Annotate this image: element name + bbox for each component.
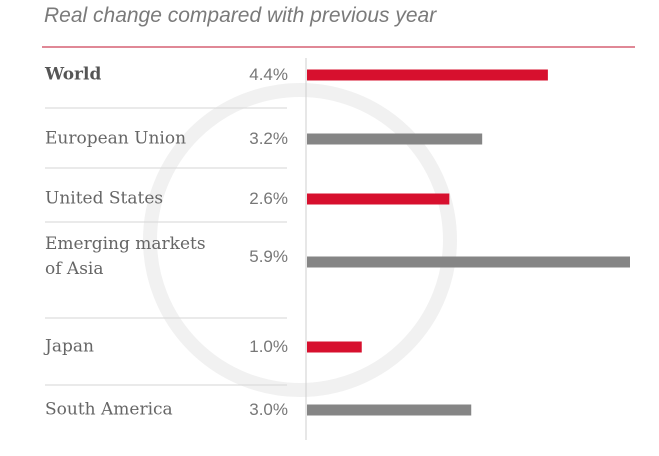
value-label: 5.9% [249, 247, 288, 266]
chart-title: Real change compared with previous year [44, 4, 437, 27]
bar [307, 133, 483, 145]
value-label: 1.0% [249, 337, 288, 356]
bar [307, 256, 630, 268]
category-label: European Union [45, 128, 187, 149]
bar [307, 404, 472, 416]
category-label: Emerging markets of Asia [45, 234, 206, 279]
bar [307, 69, 548, 81]
category-label: World [45, 64, 102, 85]
category-label: South America [45, 399, 173, 420]
value-label: 2.6% [249, 189, 288, 208]
category-label: United States [45, 188, 164, 209]
watermark [143, 83, 457, 397]
value-label: 3.2% [249, 129, 288, 148]
category-label: Japan [45, 336, 94, 357]
bar [307, 341, 362, 353]
value-label: 3.0% [249, 400, 288, 419]
bar [307, 193, 450, 205]
value-label: 4.4% [249, 65, 288, 84]
